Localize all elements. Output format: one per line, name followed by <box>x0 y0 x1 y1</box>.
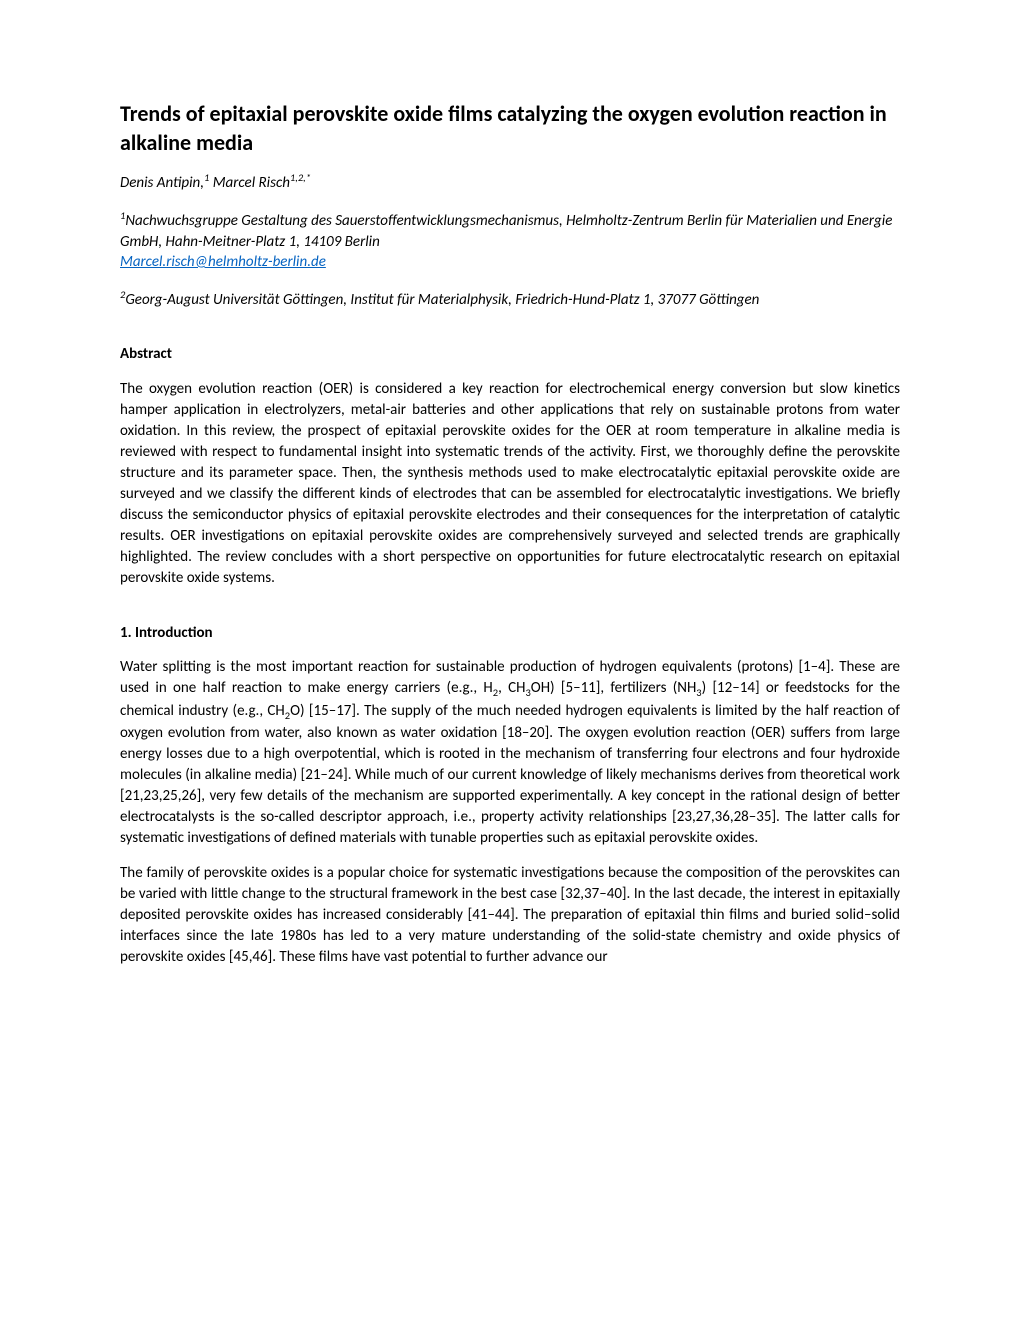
author-email-link[interactable]: Marcel.risch@helmholtz-berlin.de <box>120 253 326 271</box>
affiliation-1-text: 1Nachwuchsgruppe Gestaltung des Sauersto… <box>120 212 892 250</box>
affiliation-2: 2Georg-August Universität Göttingen, Ins… <box>120 288 900 310</box>
abstract-heading: Abstract <box>120 344 900 364</box>
paper-title: Trends of epitaxial perovskite oxide fil… <box>120 100 900 157</box>
authors-line: Denis Antipin,1 Marcel Risch1,2,* <box>120 171 900 193</box>
abstract-body: The oxygen evolution reaction (OER) is c… <box>120 379 900 589</box>
intro-paragraph-2: The family of perovskite oxides is a pop… <box>120 863 900 968</box>
affiliation-1: 1Nachwuchsgruppe Gestaltung des Sauersto… <box>120 209 900 272</box>
introduction-heading: 1. Introduction <box>120 623 900 643</box>
intro-paragraph-1: Water splitting is the most important re… <box>120 657 900 849</box>
